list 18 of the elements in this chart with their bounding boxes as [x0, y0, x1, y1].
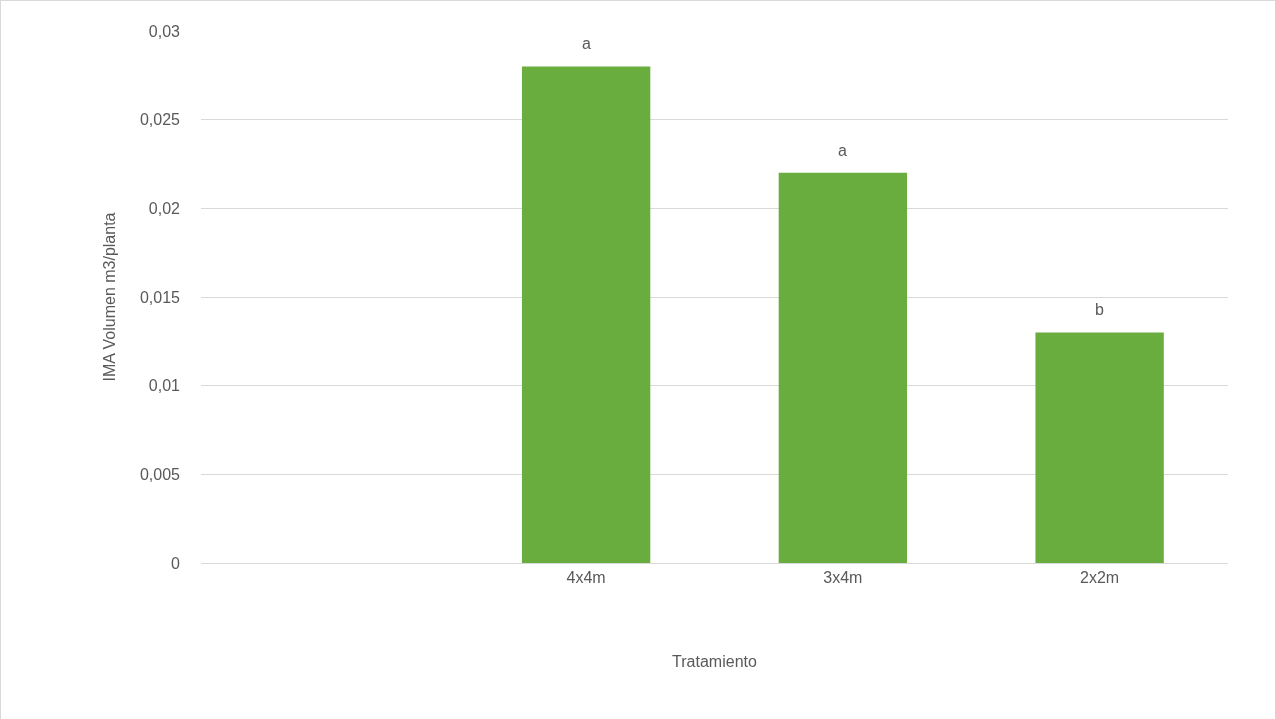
y-axis-title: IMA Volumen m3/planta	[100, 212, 118, 382]
bar	[521, 66, 651, 563]
y-tick-label: 0	[171, 554, 181, 572]
annotation: a	[582, 35, 591, 52]
x-tick-label: 4x4m	[566, 569, 606, 587]
y-tick-label: 0,02	[148, 199, 181, 217]
y-tick-label: 0,005	[139, 465, 181, 483]
annotation: b	[1095, 301, 1104, 318]
annotation: a	[838, 142, 847, 159]
x-tick-label: 3x4m	[823, 569, 863, 587]
y-tick-label: 0,025	[139, 111, 181, 129]
x-axis-title: Tratamiento	[672, 652, 757, 670]
x-tick-label: 2x2m	[1080, 569, 1120, 587]
bar	[1035, 332, 1164, 563]
y-tick-label: 0,03	[148, 22, 181, 40]
y-tick-label: 0,015	[139, 288, 181, 306]
bar	[778, 172, 908, 563]
y-tick-label: 0,01	[148, 377, 181, 395]
